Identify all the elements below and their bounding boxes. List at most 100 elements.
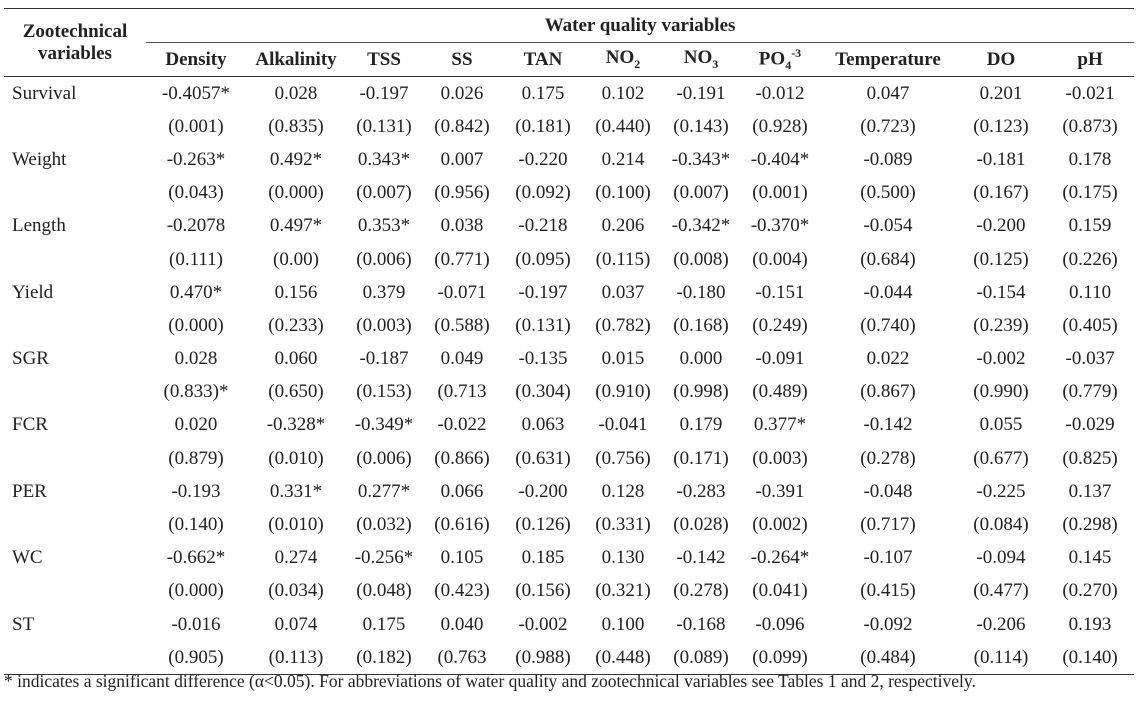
- column-header-label: SS: [451, 48, 473, 70]
- p-value-cell: (0.095): [515, 248, 571, 270]
- column-header-subscript: 3: [712, 56, 719, 71]
- row-spacer: [4, 243, 146, 276]
- p-value-cell: (0.143): [673, 115, 729, 137]
- p-value-cell: (0.001): [168, 115, 224, 137]
- coefficient-cell: 0.274: [274, 547, 318, 569]
- coefficient-cell: -0.096: [755, 613, 805, 635]
- row-variable-label: Survival: [12, 82, 77, 104]
- column-header: SS: [422, 42, 502, 77]
- p-value-cell: (0.677): [973, 447, 1029, 469]
- coefficient-cell: 0.178: [1068, 148, 1112, 170]
- p-value-cell: (0.928): [752, 115, 808, 137]
- coefficient-cell: -0.328*: [266, 414, 326, 436]
- coefficient-cell: 0.193: [1068, 613, 1112, 635]
- coefficient-cell: 0.066: [440, 480, 484, 502]
- coefficient-cell: -0.041: [598, 414, 648, 436]
- p-value-cell: (0.990): [973, 381, 1029, 403]
- coefficient-cell: -0.168: [676, 613, 726, 635]
- p-value-cell: (0.270): [1062, 580, 1118, 602]
- table-row-coefficients: Yield 0.470* 0.156 0.379 -0.071 -0.197 0.037 -0…: [4, 276, 1134, 309]
- coefficient-cell: 0.102: [601, 82, 645, 104]
- p-value-cell: (0.321): [595, 580, 651, 602]
- coefficient-cell: 0.074: [274, 613, 318, 635]
- p-value-cell: (0.484): [820, 641, 956, 676]
- table-row-coefficients: Length -0.2078 0.497* 0.353* 0.038 -0.218 0.20…: [4, 210, 1134, 243]
- p-value-cell: (0.298): [1062, 514, 1118, 536]
- p-value-cell: (0.771): [434, 248, 490, 270]
- column-header: DO: [956, 42, 1046, 77]
- coefficient-cell: 0.020: [174, 414, 218, 436]
- coefficient-cell: 0.331*: [269, 480, 323, 502]
- p-value-cell: (0.304): [515, 381, 571, 403]
- column-header: NO3: [662, 42, 740, 77]
- table-row-pvalues: (0.140) (0.010) (0.032) (0.616) (0.126) (0.33…: [4, 508, 1134, 541]
- coefficient-cell: -0.200: [976, 215, 1026, 237]
- table-row-coefficients: PER -0.193 0.331* 0.277* 0.066 -0.200 0.128 -0.…: [4, 475, 1134, 508]
- coefficient-cell: 0.130: [601, 547, 645, 569]
- p-value-cell: (0.000): [268, 182, 324, 204]
- coefficient-cell: -0.2078: [166, 215, 226, 237]
- row-variable-label: Weight: [12, 148, 67, 170]
- p-value-cell: (0.684): [860, 248, 916, 270]
- row-spacer: [4, 177, 146, 210]
- p-value-cell: (0.008): [673, 248, 729, 270]
- p-value-cell: (0.631): [515, 447, 571, 469]
- column-header-label: Temperature: [835, 48, 941, 70]
- p-value-cell: (0.048): [356, 580, 412, 602]
- column-header-label: pH: [1077, 48, 1103, 70]
- coefficient-cell: -0.021: [1065, 82, 1115, 104]
- p-value-cell: (0.002): [752, 514, 808, 536]
- coefficient-cell: -0.264*: [750, 547, 810, 569]
- p-value-cell: (0.003): [356, 314, 412, 336]
- coefficient-cell: -0.180: [676, 281, 726, 303]
- coefficient-cell: -0.4057*: [161, 82, 231, 104]
- header-row-group: Zootechnical variables Water quality var…: [4, 8, 1135, 77]
- coefficient-cell: 0.063: [521, 414, 565, 436]
- row-spacer: [4, 508, 146, 541]
- p-value-cell: (0.723): [860, 115, 916, 137]
- table-footnote: * indicates a significant difference (α<…: [4, 671, 976, 691]
- p-value-cell: (0.100): [595, 182, 651, 204]
- coefficient-cell: 0.128: [601, 480, 645, 502]
- p-value-cell: (0.331): [595, 514, 651, 536]
- column-header-label: TSS: [367, 48, 401, 70]
- group-header-water-quality: Water quality variables: [146, 8, 1135, 43]
- coefficient-cell: -0.343*: [671, 148, 731, 170]
- p-value-cell: (0.115): [595, 248, 651, 270]
- p-value-cell: (0.171): [673, 447, 729, 469]
- row-spacer: [4, 376, 146, 409]
- p-value-cell: (0.181): [515, 115, 571, 137]
- coefficient-cell: -0.191: [676, 82, 726, 104]
- coefficient-cell: -0.012: [755, 82, 805, 104]
- p-value-cell: (0.588): [434, 314, 490, 336]
- coefficient-cell: 0.060: [274, 348, 318, 370]
- coefficient-cell: 0.028: [274, 82, 318, 104]
- p-value-cell: (0.782): [595, 314, 651, 336]
- coefficient-cell: 0.022: [866, 348, 910, 370]
- coefficient-cell: 0.470*: [169, 281, 223, 303]
- coefficient-cell: -0.349*: [354, 414, 414, 436]
- table-row-coefficients: ST -0.016 0.074 0.175 0.040 -0.002 0.100 -0.168…: [4, 608, 1134, 641]
- p-value-cell: (0.175): [1062, 182, 1118, 204]
- row-spacer: [4, 309, 146, 342]
- coefficient-cell: 0.015: [601, 348, 645, 370]
- coefficient-cell: 0.037: [601, 281, 645, 303]
- coefficient-cell: -0.193: [171, 480, 221, 502]
- coefficient-cell: -0.142: [863, 414, 913, 436]
- coefficient-cell: 0.201: [979, 82, 1023, 104]
- p-value-cell: (0.001): [752, 182, 808, 204]
- p-value-cell: (0.006): [356, 447, 412, 469]
- row-variable-label: Yield: [12, 281, 54, 303]
- p-value-cell: (0.867): [860, 381, 916, 403]
- p-value-cell: (0.998): [673, 381, 729, 403]
- row-variable-label: Length: [12, 215, 66, 237]
- coefficient-cell: 0.156: [274, 281, 318, 303]
- table-row-coefficients: WC -0.662* 0.274 -0.256* 0.105 0.185 0.130 -0.1…: [4, 542, 1134, 575]
- row-variable-label: ST: [12, 613, 35, 635]
- coefficient-cell: -0.220: [518, 148, 568, 170]
- table-row-pvalues: (0.001) (0.835) (0.131) (0.842) (0.181) (0.44…: [4, 110, 1134, 143]
- column-header: NO2: [584, 42, 662, 77]
- p-value-cell: (0.010): [268, 447, 324, 469]
- coefficient-cell: -0.187: [359, 348, 409, 370]
